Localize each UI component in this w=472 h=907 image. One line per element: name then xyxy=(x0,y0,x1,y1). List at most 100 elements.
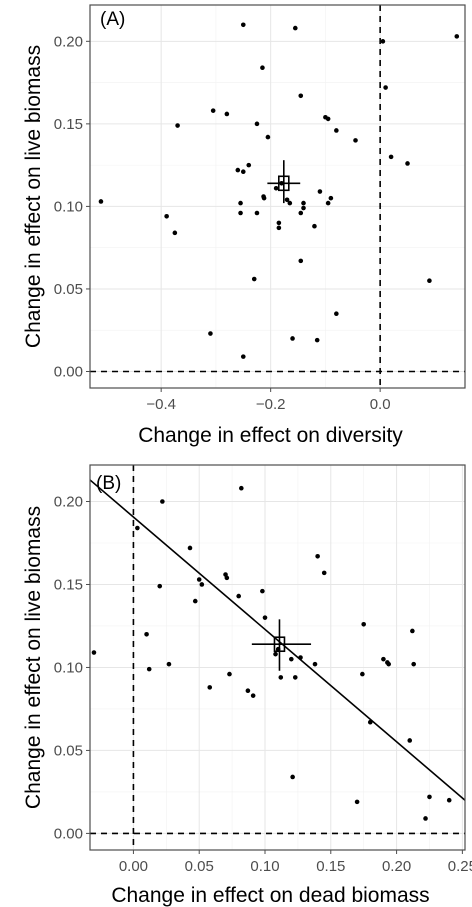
panel-b-data-point xyxy=(91,650,97,655)
panel-a-data-point xyxy=(235,167,241,173)
panel-b-data-point xyxy=(135,525,140,531)
panel-a-data-point xyxy=(298,93,304,99)
panel-b-data-point xyxy=(199,582,205,587)
panel-b-y-tick-label: 0.20 xyxy=(54,494,83,511)
panel-b-data-point xyxy=(312,661,318,667)
panel-b-data-point xyxy=(290,774,295,780)
panel-a-data-point xyxy=(298,210,304,216)
panel-a-data-point xyxy=(301,205,306,211)
panel-b-data-point xyxy=(427,794,432,800)
panel-a-y-ticks: 0.00 0.05 0.10 0.15 0.20 xyxy=(54,33,90,380)
panel-b-data-point xyxy=(315,553,320,559)
panel-b-y-tick-label: 0.00 xyxy=(54,825,83,842)
panel-b-data-point xyxy=(239,485,244,491)
panel-a-data-point xyxy=(405,161,410,166)
panel-b-data-point xyxy=(207,685,213,690)
panel-b-data-point xyxy=(262,615,268,620)
panel-a-data-point xyxy=(251,276,257,282)
panel-a-data-point xyxy=(454,34,460,39)
panel-b-y-ticks: 0.00 0.05 0.10 0.15 0.20 xyxy=(54,494,90,842)
panel-b-data-point xyxy=(410,628,415,634)
panel-a-data-point xyxy=(328,195,334,201)
panel-b-y-tick-label: 0.05 xyxy=(54,742,83,759)
panel-a-data-point xyxy=(273,185,279,191)
panel-a-x-tick-label: 0.0 xyxy=(370,396,391,413)
panel-b-data-point xyxy=(227,671,232,677)
panel-a-y-tick-label: 0.20 xyxy=(54,33,83,50)
panel-b-data-point xyxy=(187,545,193,551)
panel-a-data-point xyxy=(287,200,293,206)
panel-b-data-point xyxy=(361,622,366,627)
panel-b-x-tick-label: 0.10 xyxy=(250,858,279,875)
panel-a-data-point xyxy=(260,65,265,71)
panel-a-data-point xyxy=(301,200,306,206)
panel-a-y-tick-label: 0.05 xyxy=(54,281,83,298)
panel-a-mean-square xyxy=(277,175,290,192)
panel-b-data-point xyxy=(278,675,284,680)
panel-b-data-point xyxy=(354,799,360,805)
panel-a-data-point xyxy=(210,108,216,113)
panel-b-data-point xyxy=(411,661,416,667)
panel-b-data-point xyxy=(273,651,278,657)
panel-a-grid xyxy=(90,5,465,388)
panel-b-regression-line xyxy=(89,479,466,801)
panel-a-data-point xyxy=(240,354,246,359)
panel-b-x-tick-label: 0.00 xyxy=(119,858,148,875)
panel-b-tag: (B) xyxy=(96,473,121,494)
panel-a-data-point xyxy=(238,210,243,216)
panel-b-x-axis-label: Change in effect on dead biomass xyxy=(111,884,429,907)
panel-a-x-axis-label: Change in effect on diversity xyxy=(138,424,403,447)
panel-a-data-point xyxy=(298,258,304,264)
panel-b-data-point xyxy=(360,671,365,677)
panel-a-data-point xyxy=(208,331,213,336)
panel-a-data-point xyxy=(254,210,260,216)
panel-b-data-point xyxy=(260,588,265,594)
panel-b-x-ticks: 0.00 0.05 0.10 0.15 0.20 0.25 xyxy=(119,850,472,875)
panel-b-data-point xyxy=(157,583,163,589)
panel-b-y-axis-label: Change in effect on live biomass xyxy=(22,506,45,809)
panel-a-data-point xyxy=(246,162,252,168)
panel-a-data-point xyxy=(261,195,267,201)
panel-a-data-point xyxy=(292,25,298,31)
panel-a-data-point xyxy=(383,85,388,90)
panel-a-data-point xyxy=(265,134,271,140)
panel-b-points xyxy=(91,485,452,821)
panel-b-data-point xyxy=(446,797,452,803)
panel-b-data-point xyxy=(166,661,172,667)
panel-a-data-point xyxy=(254,121,260,127)
panel-b-data-point xyxy=(407,738,413,743)
panel-a-data-point xyxy=(325,116,331,122)
panel-a-data-point xyxy=(238,200,243,206)
panel-a-data-point xyxy=(284,197,290,203)
panel-b-data-point xyxy=(144,631,149,637)
panel-b: 0.00 0.05 0.10 0.15 0.20 0.25 0.00 0.05 0.10 0.1… xyxy=(22,464,472,907)
panel-b-mean-square xyxy=(273,636,286,653)
panel-a-data-point xyxy=(334,311,339,317)
panel-b-mean-marker xyxy=(251,619,312,671)
panel-a-data-point xyxy=(312,223,317,229)
panel-b-x-tick-label: 0.20 xyxy=(382,858,411,875)
panel-b-data-point xyxy=(423,816,428,821)
panel-a-data-point xyxy=(98,199,104,204)
panel-a-data-point xyxy=(334,128,339,133)
panel-b-data-point xyxy=(386,661,391,667)
panel-a-mean-marker xyxy=(267,160,301,204)
panel-a-y-tick-label: 0.00 xyxy=(54,363,83,380)
panel-a-data-point xyxy=(290,336,295,341)
panel-b-data-point xyxy=(381,656,386,662)
panel-b-y-tick-label: 0.10 xyxy=(54,659,83,676)
panel-a-tag: (A) xyxy=(100,9,125,30)
panel-b-x-tick-label: 0.05 xyxy=(185,858,214,875)
panel-a-y-tick-label: 0.15 xyxy=(54,116,83,133)
panel-a-data-point xyxy=(276,225,282,231)
panel-b-reference-lines xyxy=(90,465,465,850)
panel-a-data-point xyxy=(175,123,180,128)
panel-a-data-point xyxy=(353,138,358,143)
panel-b-data-point xyxy=(192,598,198,604)
panel-a-frame xyxy=(89,4,466,389)
panel-b-data-point xyxy=(236,593,241,599)
panel-a-data-point xyxy=(388,154,394,160)
panel-a-x-tick-label: −0.4 xyxy=(146,396,176,413)
panel-a-reference-lines xyxy=(90,5,465,388)
